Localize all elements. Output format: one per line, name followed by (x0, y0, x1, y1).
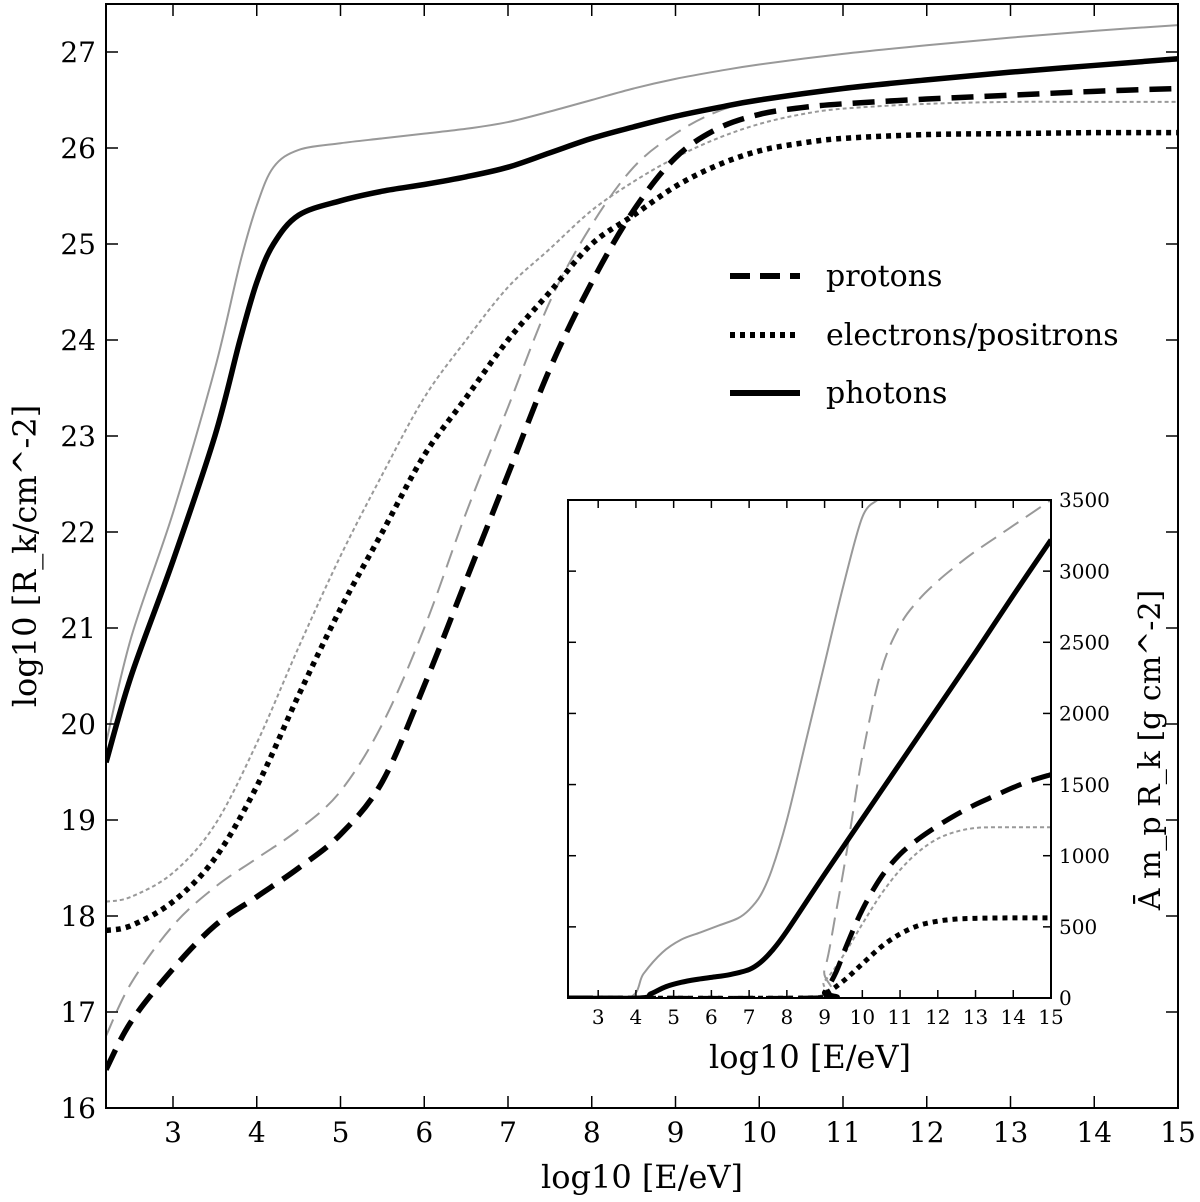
main-x-tick-label: 8 (583, 1116, 601, 1149)
main-x-tick-label: 7 (499, 1116, 517, 1149)
main-y-tick-label: 23 (60, 420, 96, 453)
main-series-electrons-positrons (106, 129, 1178, 934)
main-y-tick-label: 20 (60, 708, 96, 741)
legend-label-electrons-positrons: electrons/positrons (826, 318, 1119, 353)
main-y-tick-label: 25 (60, 228, 96, 261)
inset-x-tick-label: 10 (850, 1005, 875, 1029)
inset-x-tick-label: 11 (887, 1005, 912, 1029)
main-y-tick-label: 24 (60, 324, 96, 357)
inset-series-protons-gray (568, 500, 1051, 998)
inset-y-tick-label: 3000 (1059, 559, 1110, 583)
inset-series-photons-gray (568, 500, 879, 998)
main-x-tick-label: 4 (248, 1116, 266, 1149)
main-x-tick-label: 10 (741, 1116, 777, 1149)
inset-x-tick-label: 15 (1038, 1005, 1063, 1029)
main-series-electrons-positrons-gray (106, 100, 1178, 903)
main-y-tick-label: 27 (60, 36, 96, 69)
legend-label-protons: protons (826, 259, 942, 294)
main-x-tick-label: 12 (909, 1116, 945, 1149)
inset-plot-panel: 3 4 5 6 7 8 9 10 11 12 13 14 150 500 1000 1500 2000 2500 3… (567, 488, 1168, 1076)
main-y-tick-label: 26 (60, 132, 96, 165)
main-x-tick-label: 5 (332, 1116, 350, 1149)
inset-x-tick-label: 12 (925, 1005, 950, 1029)
inset-y-tick-label: 2000 (1059, 702, 1110, 726)
main-x-tick-label: 14 (1076, 1116, 1112, 1149)
main-y-axis-title: log10 [R_k/cm^-2] (6, 405, 44, 707)
inset-series-group (568, 500, 1051, 998)
inset-x-tick-label: 8 (780, 1005, 793, 1029)
inset-series-electrons-positrons-gray (568, 826, 1051, 998)
inset-x-tick-label: 7 (743, 1005, 756, 1029)
inset-plot-background (568, 500, 1051, 998)
inset-x-tick-label: 5 (667, 1005, 680, 1029)
legend: protons electrons/positrons photons (730, 259, 1119, 411)
inset-y-tick-label: 3500 (1059, 488, 1110, 512)
main-y-tick-label: 16 (60, 1092, 96, 1125)
main-series-group (106, 24, 1178, 1071)
legend-label-photons: photons (826, 376, 947, 411)
inset-x-tick-label: 9 (818, 1005, 831, 1029)
main-x-tick-label: 11 (825, 1116, 861, 1149)
inset-x-tick-label: 4 (630, 1005, 643, 1029)
main-series-protons-gray (106, 59, 1178, 1037)
main-plot-frame (105, 3, 1179, 1109)
main-y-tick-label: 18 (60, 900, 96, 933)
inset-y-tick-label: 2500 (1059, 630, 1110, 654)
inset-ticks-group: 3 4 5 6 7 8 9 10 11 12 13 14 150 500 1000 1500 2000 2500 3… (568, 488, 1110, 1029)
inset-x-tick-label: 3 (592, 1005, 605, 1029)
inset-y-tick-label: 1000 (1059, 844, 1110, 868)
inset-series-photons (568, 538, 1051, 998)
main-series-photons-gray (106, 24, 1178, 744)
inset-x-tick-label: 14 (1001, 1005, 1026, 1029)
inset-series-electrons-positrons (568, 915, 1051, 998)
inset-y-tick-label: 500 (1059, 915, 1097, 939)
main-x-tick-label: 13 (993, 1116, 1029, 1149)
inset-plot-frame (567, 499, 1052, 999)
main-y-tick-label: 17 (60, 996, 96, 1029)
main-x-tick-label: 9 (667, 1116, 685, 1149)
inset-y-axis-title: Ā m_p R_k [g cm^-2] (1133, 590, 1168, 911)
main-ticks-group: 3 4 5 6 7 8 9 10 11 12 13 14 15161718192021222324252… (60, 4, 1196, 1149)
inset-x-axis-title: log10 [E/eV] (709, 1038, 911, 1076)
main-series-photons (106, 55, 1178, 764)
main-y-tick-label: 19 (60, 804, 96, 837)
main-y-tick-label: 21 (60, 612, 96, 645)
main-series-protons (106, 85, 1178, 1071)
inset-x-tick-label: 6 (705, 1005, 718, 1029)
main-x-axis-title: log10 [E/eV] (541, 1158, 743, 1196)
inset-y-tick-label: 0 (1059, 986, 1072, 1010)
inset-x-tick-label: 13 (963, 1005, 988, 1029)
main-x-tick-label: 15 (1160, 1116, 1196, 1149)
main-x-tick-label: 3 (164, 1116, 182, 1149)
main-y-tick-label: 22 (60, 516, 96, 549)
main-x-tick-label: 6 (415, 1116, 433, 1149)
inset-y-tick-label: 1500 (1059, 773, 1110, 797)
